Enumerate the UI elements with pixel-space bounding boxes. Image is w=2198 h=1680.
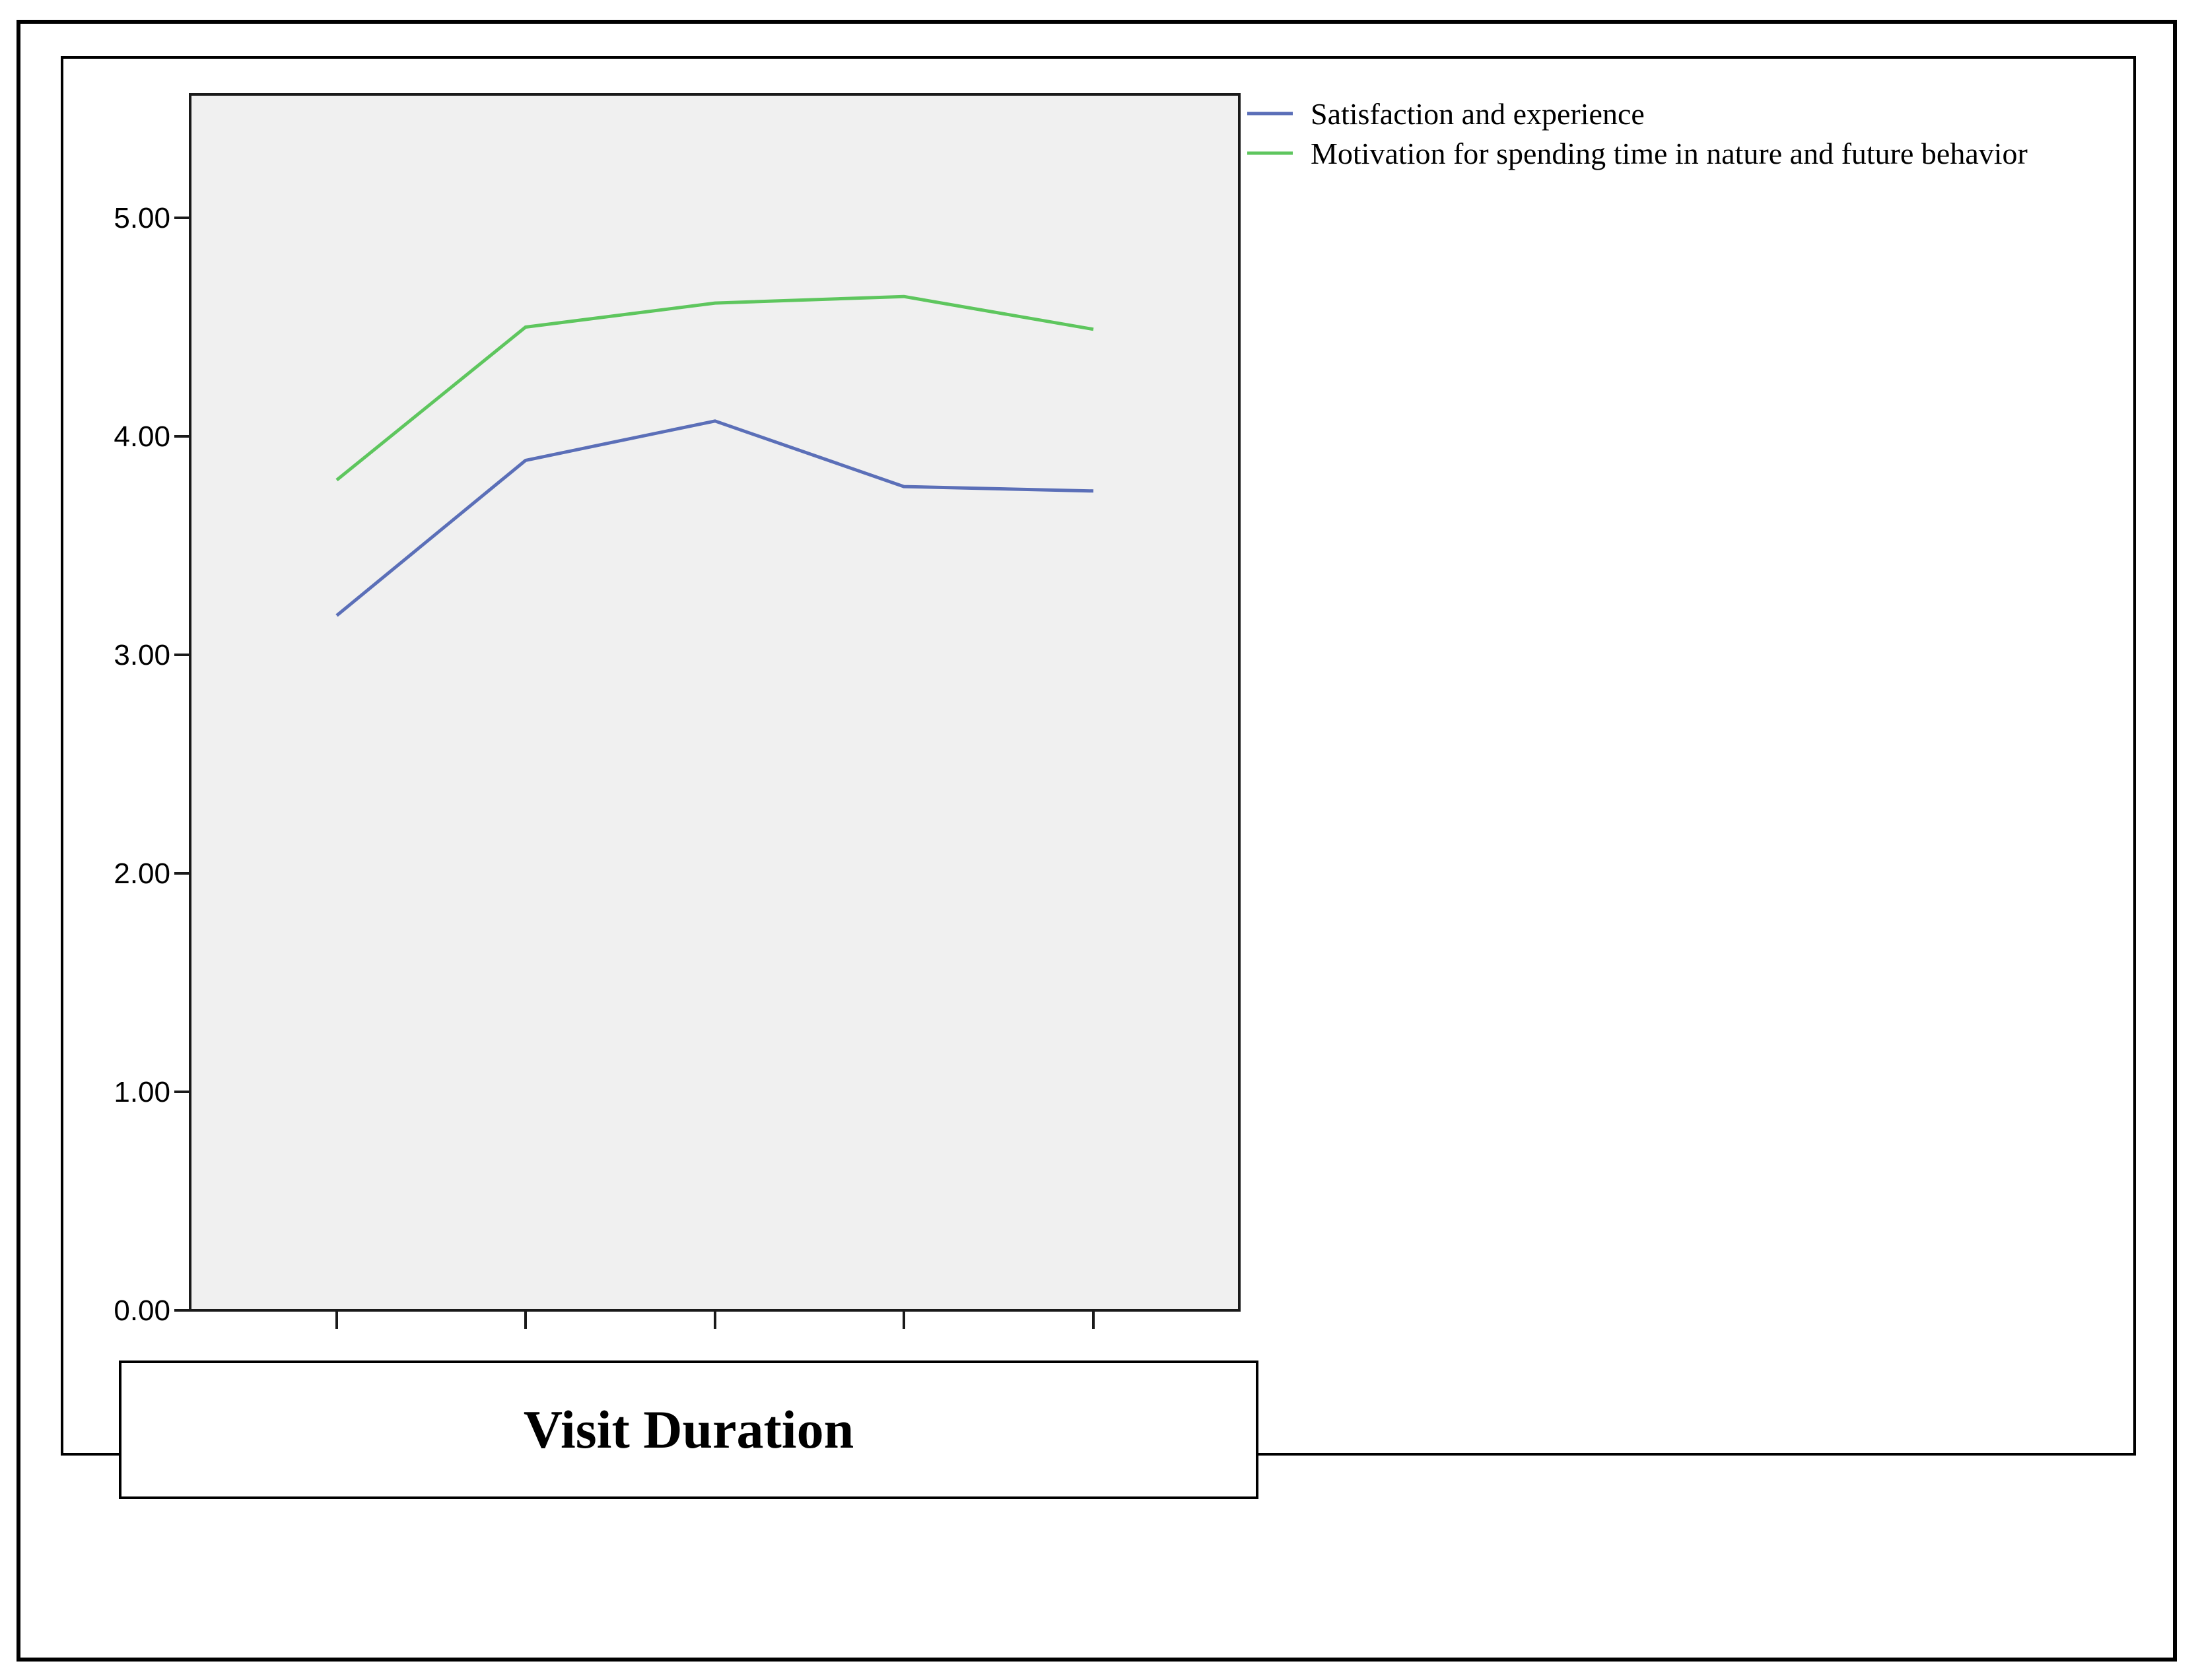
legend-label-1: Satisfaction and experience: [1311, 97, 1645, 131]
plot-area: [189, 93, 1241, 1312]
outer-frame: [17, 20, 2177, 1662]
x-axis-title: Visit Duration: [523, 1399, 854, 1460]
y-tick-label: 3.00: [114, 639, 170, 671]
y-tick-label: 5.00: [114, 202, 170, 234]
legend-label-2: Motivation for spending time in nature a…: [1311, 137, 2028, 170]
series-line-1: [335, 419, 1094, 617]
y-tick-label: 1.00: [114, 1076, 170, 1108]
x-axis-title-box: Visit Duration: [119, 1361, 1258, 1499]
y-tick-label: 2.00: [114, 857, 170, 890]
series-line-2: [335, 294, 1094, 482]
y-tick-label: 0.00: [114, 1294, 170, 1327]
y-tick-label: 4.00: [114, 420, 170, 453]
